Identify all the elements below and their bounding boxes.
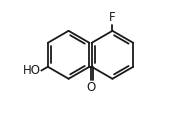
Text: HO: HO — [23, 64, 41, 77]
Text: O: O — [86, 81, 95, 94]
Text: F: F — [109, 11, 116, 24]
